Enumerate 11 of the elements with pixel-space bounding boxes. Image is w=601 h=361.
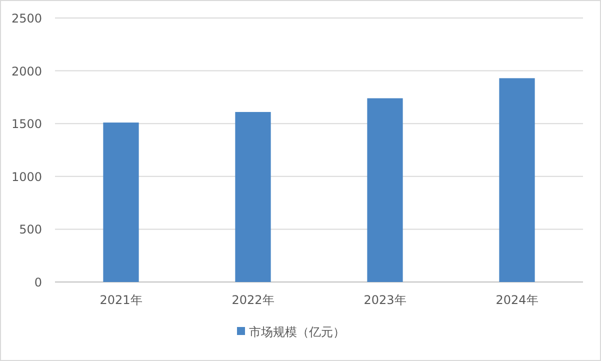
- x-tick-label: 2024年: [496, 293, 538, 307]
- y-tick-label: 2000: [11, 64, 42, 78]
- y-tick-label: 1000: [11, 170, 42, 184]
- x-tick-label: 2021年: [100, 293, 142, 307]
- x-tick-label: 2022年: [232, 293, 274, 307]
- y-tick-label: 0: [34, 276, 42, 290]
- y-tick-label: 500: [19, 222, 42, 237]
- x-tick-label: 2023年: [364, 293, 406, 307]
- legend: 市场规模（亿元）: [237, 325, 345, 339]
- y-tick-label: 1500: [11, 117, 42, 132]
- y-tick-label: 2500: [11, 12, 42, 26]
